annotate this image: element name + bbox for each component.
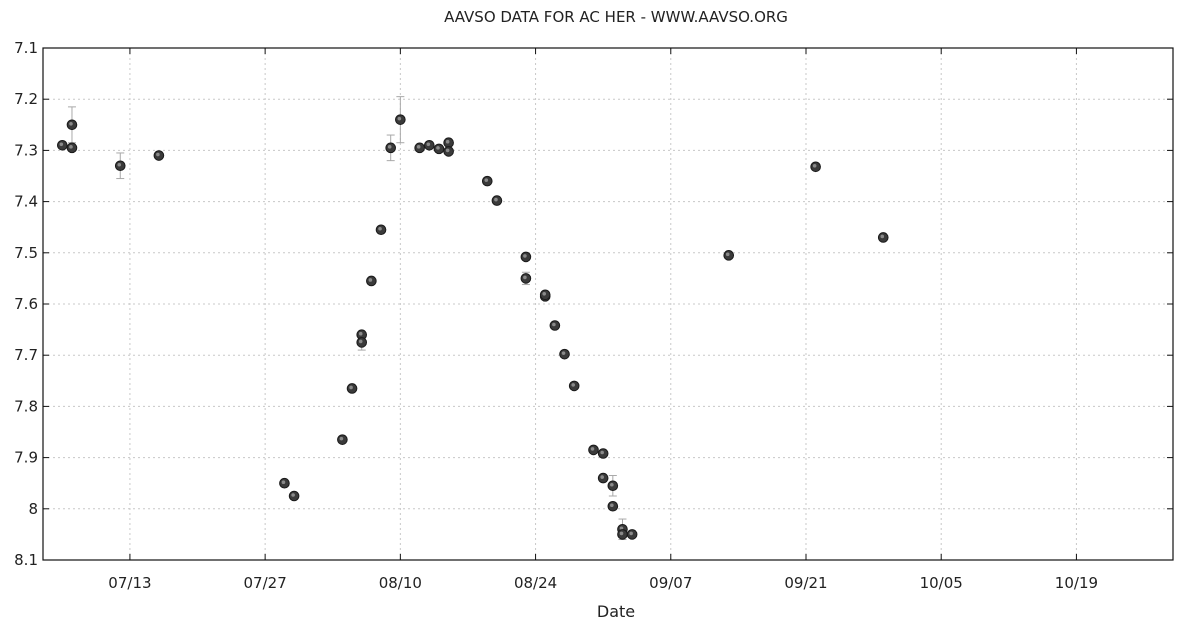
data-point (66, 119, 78, 131)
data-point (626, 529, 638, 540)
y-tick-label: 7.5 (14, 244, 38, 262)
data-point (385, 142, 396, 154)
y-tick-label: 8.1 (14, 551, 38, 569)
x-axis-label: Date (597, 602, 635, 621)
data-point (597, 472, 609, 484)
y-tick-label: 7.3 (14, 141, 38, 159)
data-point (375, 224, 387, 236)
data-point (520, 251, 532, 263)
data-point (356, 329, 368, 341)
data-point (114, 160, 126, 172)
y-tick-label: 7.8 (14, 397, 38, 415)
data-point (491, 195, 503, 206)
data-point (810, 161, 821, 173)
x-tick-label: 09/21 (784, 574, 827, 592)
data-point (424, 139, 435, 151)
x-tick-label: 08/10 (379, 574, 422, 592)
tick-layer: 7.1 7.2 7.3 7.4 7.5 7.6 7.7 7.8 7.9 8 8.1 07/13 07/2… (14, 39, 1173, 592)
y-tick-label: 7.4 (14, 193, 38, 211)
data-point (66, 142, 78, 154)
grid-layer (43, 48, 1173, 560)
data-point (607, 480, 619, 492)
data-point (549, 320, 561, 331)
data-point (433, 143, 445, 155)
data-point (723, 250, 735, 261)
data-point (288, 490, 300, 502)
data-point (597, 448, 609, 459)
data-point-layer (57, 114, 889, 540)
x-tick-label: 10/05 (920, 574, 963, 592)
data-point (346, 383, 358, 394)
data-point (481, 175, 493, 187)
data-point (337, 434, 348, 445)
x-tick-label: 08/24 (514, 574, 557, 592)
data-point (539, 289, 551, 301)
chart-title: AAVSO DATA FOR AC HER - WWW.AAVSO.ORG (444, 8, 788, 26)
data-point (356, 337, 368, 348)
y-tick-label: 7.6 (14, 295, 38, 313)
y-tick-label: 7.7 (14, 346, 38, 364)
x-tick-label: 07/27 (244, 574, 287, 592)
data-point (568, 380, 580, 392)
y-tick-label: 8 (28, 500, 38, 518)
data-point (279, 477, 290, 489)
y-tick-label: 7.1 (14, 39, 38, 57)
data-point (588, 444, 599, 456)
data-point (395, 114, 406, 125)
y-tick-label: 7.9 (14, 449, 38, 467)
data-point (366, 275, 377, 287)
data-point (443, 137, 454, 149)
data-point (414, 142, 425, 154)
x-tick-label: 09/07 (649, 574, 692, 592)
error-bar-layer (67, 96, 627, 541)
y-tick-label: 7.2 (14, 90, 38, 108)
data-point (877, 232, 889, 243)
x-tick-label: 07/13 (108, 574, 151, 592)
data-point (617, 529, 628, 540)
data-point (153, 150, 165, 161)
data-point (57, 139, 68, 151)
data-point (559, 348, 570, 360)
data-point (607, 500, 619, 512)
x-tick-label: 10/19 (1055, 574, 1098, 592)
data-point (520, 273, 532, 284)
data-point (443, 146, 454, 157)
